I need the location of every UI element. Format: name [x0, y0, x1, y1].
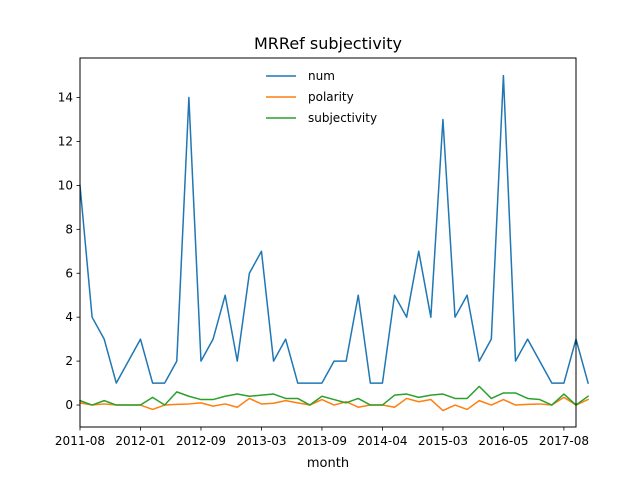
legend-label-polarity: polarity [308, 90, 354, 104]
legend-label-num: num [308, 69, 335, 83]
series-line-subjectivity [79, 385, 590, 406]
y-tick-label: 6 [65, 266, 73, 280]
x-tick-label: 2012-01 [115, 434, 165, 448]
y-tick-label: 8 [65, 222, 73, 236]
y-tick-label: 14 [58, 91, 73, 105]
axes-layer: 0 2 4 6 8 10 12 14 2011-08 2012-01 2012-09 2013-03 2… [55, 57, 589, 448]
series-layer [79, 74, 590, 412]
x-tick-label: 2014-04 [357, 434, 407, 448]
x-tick-label: 2011-08 [55, 434, 105, 448]
series-line-num [79, 74, 590, 384]
x-tick-label: 2016-05 [478, 434, 528, 448]
x-tick-label: 2012-09 [176, 434, 226, 448]
x-tick-label: 2015-03 [418, 434, 468, 448]
plot-frame [79, 57, 577, 428]
y-tick-label: 10 [58, 178, 73, 192]
y-tick-label: 12 [58, 134, 73, 148]
x-axis-label: month [307, 456, 349, 471]
y-tick-label: 4 [65, 310, 73, 324]
chart-title: MRRef subjectivity [254, 34, 402, 53]
x-tick-label: 2013-09 [297, 434, 347, 448]
y-tick-label: 2 [65, 354, 73, 368]
y-tick-label: 0 [65, 398, 73, 412]
legend: num polarity subjectivity [266, 69, 377, 125]
x-tick-label: 2017-08 [539, 434, 589, 448]
x-tick-label: 2013-03 [236, 434, 286, 448]
legend-label-subjectivity: subjectivity [308, 111, 377, 125]
